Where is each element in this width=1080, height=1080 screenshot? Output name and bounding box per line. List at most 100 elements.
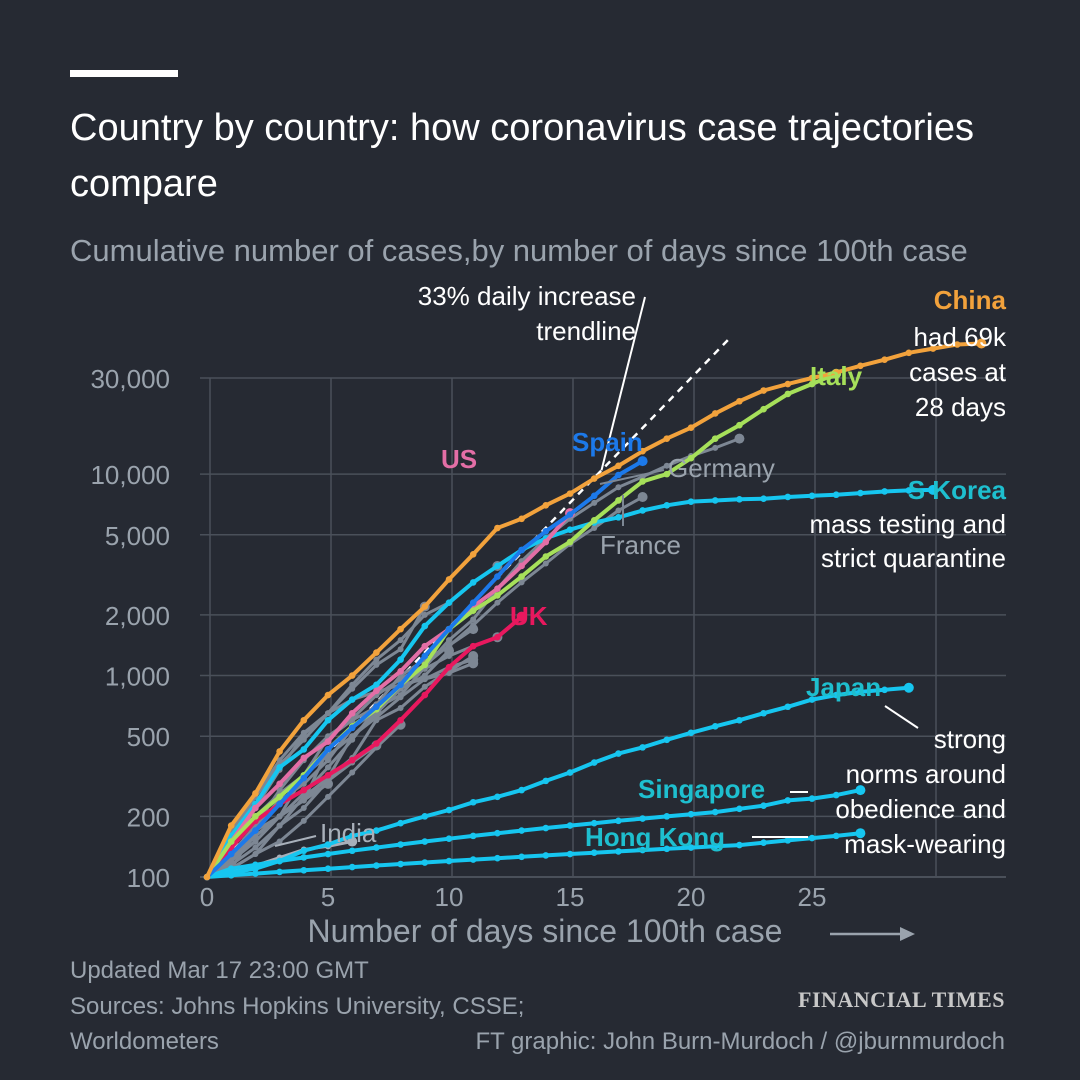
india-leader xyxy=(274,835,317,847)
data-point xyxy=(711,808,719,816)
series-line-brazil xyxy=(205,782,330,879)
y-tick-label: 1,000 xyxy=(105,662,170,692)
data-point xyxy=(397,694,404,701)
data-point xyxy=(857,688,864,696)
annotation-s-korea-line: mass testing and xyxy=(809,509,1006,539)
data-point xyxy=(494,562,501,570)
data-point xyxy=(276,793,283,801)
data-point xyxy=(324,841,332,848)
data-point xyxy=(300,847,308,855)
data-point xyxy=(687,810,695,818)
sources-line-1: Sources: Johns Hopkins University, CSSE; xyxy=(70,993,525,1020)
data-point xyxy=(421,661,429,669)
series-labels: China had 69k cases at 28 days Italy Spain US U… xyxy=(274,285,1007,859)
data-point xyxy=(468,658,479,669)
data-point xyxy=(518,573,525,580)
data-point xyxy=(348,847,356,855)
x-tick-label: 15 xyxy=(556,882,585,912)
annotation-japan-line: norms around xyxy=(846,759,1006,789)
x-axis: 0 5 10 15 20 25 xyxy=(200,876,1006,912)
data-point xyxy=(760,387,767,394)
data-point xyxy=(324,738,332,745)
data-point xyxy=(445,576,453,583)
data-point xyxy=(227,871,235,879)
annotation-china-line: had 69k xyxy=(913,322,1007,352)
x-tick-label: 5 xyxy=(321,882,335,912)
label-france: France xyxy=(600,530,681,560)
data-point xyxy=(324,771,332,779)
data-point xyxy=(494,573,501,580)
data-point xyxy=(348,863,356,871)
data-point xyxy=(542,538,550,546)
data-point xyxy=(637,491,648,502)
series-china xyxy=(203,338,987,881)
data-point xyxy=(615,507,622,514)
data-point xyxy=(324,691,332,699)
data-point xyxy=(252,851,259,858)
data-point xyxy=(784,390,792,398)
data-point xyxy=(397,646,404,653)
y-tick-label: 100 xyxy=(127,863,170,893)
data-point xyxy=(276,780,283,788)
data-point xyxy=(711,843,719,850)
data-point xyxy=(349,769,356,776)
data-point xyxy=(881,356,888,363)
data-point xyxy=(687,454,695,462)
data-point xyxy=(227,865,235,872)
data-point xyxy=(276,764,283,771)
data-point xyxy=(494,854,501,862)
data-point xyxy=(348,672,356,679)
data-point xyxy=(953,341,961,348)
data-point xyxy=(663,435,671,442)
data-point xyxy=(469,550,477,558)
data-point xyxy=(566,769,574,776)
data-point xyxy=(736,421,743,429)
data-point xyxy=(855,785,866,796)
data-point xyxy=(276,757,283,764)
data-point xyxy=(300,817,307,824)
data-point xyxy=(808,374,816,382)
data-point xyxy=(349,717,356,724)
label-japan: Japan xyxy=(806,672,881,702)
data-point xyxy=(252,844,259,851)
data-point xyxy=(325,764,331,771)
data-point xyxy=(711,435,719,442)
data-point xyxy=(518,853,525,861)
data-point xyxy=(734,433,745,444)
data-point xyxy=(421,611,428,618)
data-point xyxy=(300,866,308,874)
data-point xyxy=(373,649,380,656)
data-point xyxy=(712,444,719,451)
series-line-denmark xyxy=(205,661,475,879)
x-axis-title: Number of days since 100th case xyxy=(308,913,783,949)
data-point xyxy=(348,724,356,732)
data-point xyxy=(542,553,550,560)
data-point xyxy=(397,681,404,689)
data-point xyxy=(760,495,767,502)
trendline-label-line-1: 33% daily increase xyxy=(418,281,636,311)
y-tick-label: 200 xyxy=(127,802,170,832)
data-point xyxy=(542,528,550,535)
data-point xyxy=(494,585,501,592)
data-point xyxy=(663,470,671,478)
data-point xyxy=(832,832,840,840)
data-point xyxy=(615,817,622,825)
data-point xyxy=(736,495,743,503)
data-point xyxy=(928,484,938,495)
data-point xyxy=(469,579,477,586)
data-point xyxy=(470,616,477,623)
data-point xyxy=(445,806,453,814)
data-point xyxy=(227,850,235,858)
series-line-australia xyxy=(205,743,378,879)
data-point xyxy=(736,397,743,405)
data-point xyxy=(373,844,380,851)
data-point xyxy=(421,683,428,690)
data-point xyxy=(494,592,501,599)
ft-logo: FINANCIAL TIMES xyxy=(798,987,1005,1012)
data-point xyxy=(784,380,792,388)
data-point xyxy=(324,746,332,753)
data-point xyxy=(300,786,308,794)
data-point xyxy=(855,828,866,839)
data-point xyxy=(615,848,622,855)
